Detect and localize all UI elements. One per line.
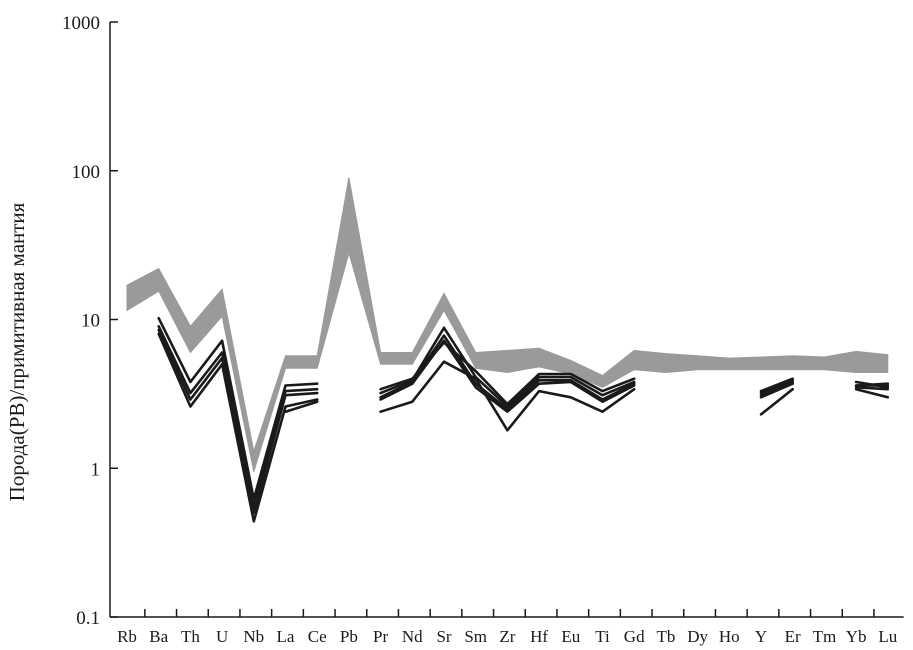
x-tick-label: Y — [755, 627, 767, 646]
x-tick-label: Sr — [436, 627, 451, 646]
y-tick-label: 1000 — [62, 13, 100, 34]
x-tick-label: Nd — [402, 627, 423, 646]
x-tick-label: Tm — [813, 627, 837, 646]
x-tick-label: Eu — [561, 627, 580, 646]
y-tick-label: 100 — [72, 162, 101, 183]
x-tick-label: Ba — [149, 627, 168, 646]
x-tick-label: Lu — [878, 627, 897, 646]
x-tick-label: Ti — [595, 627, 610, 646]
x-tick-label: Ho — [719, 627, 740, 646]
x-tick-label: Ce — [308, 627, 327, 646]
x-tick-label: Tb — [656, 627, 675, 646]
x-tick-label: Er — [785, 627, 801, 646]
x-tick-label: Gd — [624, 627, 645, 646]
y-tick-label: 10 — [81, 311, 100, 332]
gray-range-band — [127, 178, 888, 472]
x-tick-label: Hf — [530, 627, 548, 646]
x-tick-label: U — [216, 627, 228, 646]
y-tick-label: 1 — [91, 459, 101, 480]
y-tick-label: 0.1 — [76, 608, 100, 629]
axes — [110, 22, 904, 617]
x-tick-label: Rb — [117, 627, 137, 646]
x-tick-label: Th — [181, 627, 200, 646]
x-tick-label: Pb — [340, 627, 358, 646]
x-tick-label: Zr — [499, 627, 515, 646]
band-area — [127, 178, 888, 472]
x-tick-label: Nb — [243, 627, 264, 646]
y-axis-label: Порода(PB)/примитивная мантия — [5, 202, 29, 501]
x-tick-label: Dy — [687, 627, 708, 646]
x-tick-labels: Rb Ba Th U Nb La Ce Pb Pr Nd Sr Sm Zr Hf Eu Ti Gd Tb Dy Ho Y… — [117, 609, 898, 646]
x-tick-label: Sm — [464, 627, 487, 646]
x-tick-label: Pr — [373, 627, 388, 646]
x-tick-label: La — [277, 627, 295, 646]
x-tick-label: Yb — [846, 627, 867, 646]
